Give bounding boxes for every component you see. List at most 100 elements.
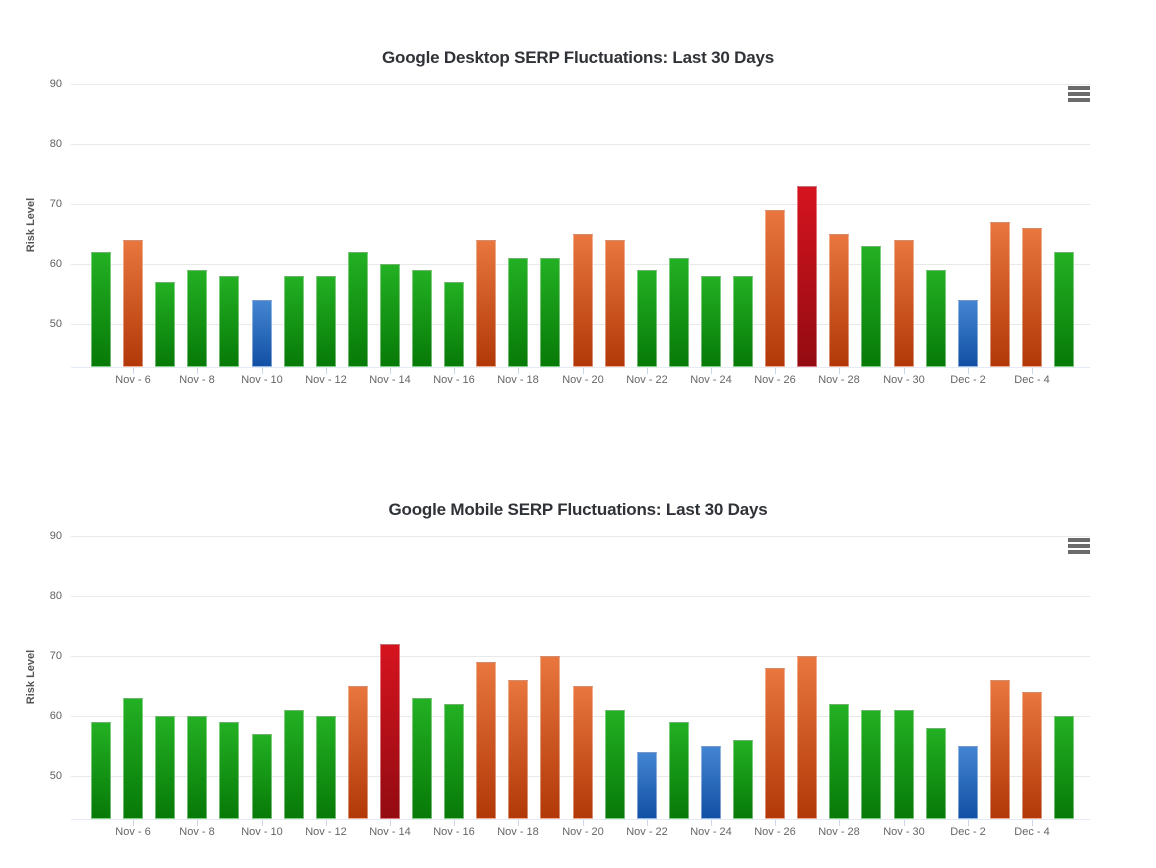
- y-tick-label: 60: [49, 710, 62, 722]
- x-axis-tick: [518, 820, 519, 826]
- bar-nov-11[interactable]: [284, 710, 304, 819]
- bar-nov-21[interactable]: [605, 240, 625, 367]
- x-axis-tick: [454, 368, 455, 374]
- bar-nov-14[interactable]: [380, 264, 400, 367]
- bar-nov-22[interactable]: [637, 752, 657, 819]
- bar-nov-30[interactable]: [894, 710, 914, 819]
- x-axis-tick: [839, 368, 840, 374]
- y-tick-label: 90: [49, 78, 62, 90]
- bar-dec-4[interactable]: [1022, 692, 1042, 819]
- bar-dec-3[interactable]: [990, 222, 1010, 367]
- bar-nov-7[interactable]: [155, 282, 175, 367]
- chart-title: Google Mobile SERP Fluctuations: Last 30…: [388, 500, 768, 519]
- x-tick-label: Nov - 8: [179, 374, 215, 386]
- x-axis-tick: [839, 820, 840, 826]
- x-tick-label: Nov - 18: [497, 374, 539, 386]
- x-tick-label: Nov - 26: [754, 826, 796, 838]
- bar-nov-16[interactable]: [444, 282, 464, 367]
- bar-nov-10[interactable]: [252, 300, 272, 367]
- chart-export-menu-button[interactable]: [1066, 536, 1092, 556]
- bar-nov-15[interactable]: [412, 698, 432, 819]
- bar-nov-19[interactable]: [540, 258, 560, 367]
- x-tick-label: Dec - 2: [950, 826, 986, 838]
- y-tick-label: 70: [49, 650, 62, 662]
- mobile-plot-area: 90 80 70 60 50 Nov - 6 Nov - 8 Nov - 10 Nov - 12…: [0, 452, 1156, 868]
- bar-dec-5[interactable]: [1054, 252, 1074, 367]
- bar-nov-29[interactable]: [861, 246, 881, 367]
- bar-nov-26[interactable]: [765, 210, 785, 367]
- bar-nov-14[interactable]: [380, 644, 400, 819]
- bar-nov-6[interactable]: [123, 698, 143, 819]
- bar-dec-3[interactable]: [990, 680, 1010, 819]
- desktop-serp-chart: 90 80 70 60 50 Nov - 6 Nov - 8 Nov - 10 Nov - 12…: [0, 0, 1156, 416]
- bar-dec-2[interactable]: [958, 300, 978, 367]
- y-axis-title: Risk Level: [25, 197, 37, 253]
- bar-nov-12[interactable]: [316, 716, 336, 819]
- x-axis-tick: [711, 820, 712, 826]
- bar-nov-21[interactable]: [605, 710, 625, 819]
- hamburger-menu-icon: [1068, 86, 1090, 102]
- bar-nov-26[interactable]: [765, 668, 785, 819]
- x-tick-label: Nov - 30: [883, 374, 925, 386]
- x-tick-label: Nov - 28: [818, 374, 860, 386]
- bar-nov-24[interactable]: [701, 746, 721, 819]
- bar-nov-29[interactable]: [861, 710, 881, 819]
- x-axis-tick: [518, 368, 519, 374]
- bar-nov-27[interactable]: [797, 186, 817, 367]
- bar-nov-7[interactable]: [155, 716, 175, 819]
- bar-nov-17[interactable]: [476, 240, 496, 367]
- bar-nov-28[interactable]: [829, 234, 849, 367]
- bar-nov-9[interactable]: [219, 722, 239, 819]
- x-tick-label: Nov - 8: [179, 826, 215, 838]
- bar-nov-25[interactable]: [733, 276, 753, 367]
- x-tick-label: Nov - 12: [305, 374, 347, 386]
- bar-dec-4[interactable]: [1022, 228, 1042, 367]
- bar-dec-2[interactable]: [958, 746, 978, 819]
- bar-dec-1[interactable]: [926, 270, 946, 367]
- bar-nov-5[interactable]: [91, 252, 111, 367]
- hamburger-menu-icon: [1068, 538, 1090, 554]
- bar-nov-16[interactable]: [444, 704, 464, 819]
- bar-nov-13[interactable]: [348, 686, 368, 819]
- x-tick-label: Nov - 26: [754, 374, 796, 386]
- bar-nov-20[interactable]: [573, 234, 593, 367]
- bar-nov-8[interactable]: [187, 716, 207, 819]
- x-axis-line: [71, 819, 1090, 820]
- bar-nov-15[interactable]: [412, 270, 432, 367]
- x-tick-label: Nov - 6: [115, 826, 151, 838]
- bar-nov-23[interactable]: [669, 258, 689, 367]
- bar-dec-5[interactable]: [1054, 716, 1074, 819]
- bar-dec-1[interactable]: [926, 728, 946, 819]
- x-tick-label: Nov - 14: [369, 374, 411, 386]
- bar-nov-18[interactable]: [508, 258, 528, 367]
- chart-title: Google Desktop SERP Fluctuations: Last 3…: [382, 48, 774, 67]
- gridline: [71, 84, 1090, 85]
- bar-nov-28[interactable]: [829, 704, 849, 819]
- bar-nov-18[interactable]: [508, 680, 528, 819]
- x-axis-line: [71, 367, 1090, 368]
- desktop-plot-area: 90 80 70 60 50 Nov - 6 Nov - 8 Nov - 10 Nov - 12…: [0, 0, 1156, 416]
- bar-nov-19[interactable]: [540, 656, 560, 819]
- bar-nov-13[interactable]: [348, 252, 368, 367]
- bar-nov-8[interactable]: [187, 270, 207, 367]
- bar-nov-22[interactable]: [637, 270, 657, 367]
- bar-nov-24[interactable]: [701, 276, 721, 367]
- bar-nov-5[interactable]: [91, 722, 111, 819]
- bar-nov-9[interactable]: [219, 276, 239, 367]
- chart-export-menu-button[interactable]: [1066, 84, 1092, 104]
- bar-nov-6[interactable]: [123, 240, 143, 367]
- x-tick-label: Nov - 22: [626, 826, 668, 838]
- bar-nov-20[interactable]: [573, 686, 593, 819]
- x-tick-label: Nov - 20: [562, 374, 604, 386]
- x-axis-tick: [326, 368, 327, 374]
- bar-nov-17[interactable]: [476, 662, 496, 819]
- bar-nov-23[interactable]: [669, 722, 689, 819]
- bar-nov-30[interactable]: [894, 240, 914, 367]
- bar-nov-11[interactable]: [284, 276, 304, 367]
- x-tick-label: Nov - 24: [690, 826, 732, 838]
- y-tick-label: 60: [49, 258, 62, 270]
- bar-nov-10[interactable]: [252, 734, 272, 819]
- bar-nov-12[interactable]: [316, 276, 336, 367]
- bar-nov-27[interactable]: [797, 656, 817, 819]
- bar-nov-25[interactable]: [733, 740, 753, 819]
